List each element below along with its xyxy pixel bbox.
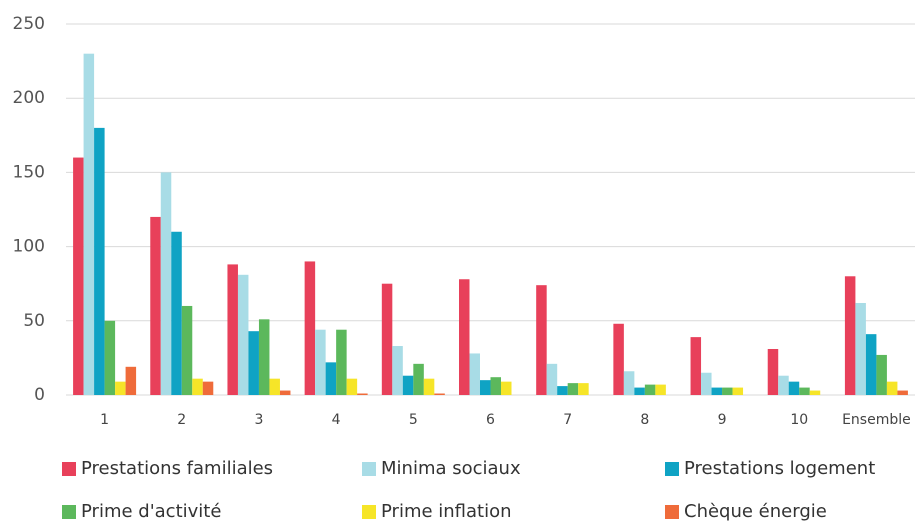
bar (469, 353, 480, 395)
bar (83, 53, 95, 396)
bar (490, 377, 501, 395)
bar (125, 366, 137, 395)
bar (181, 305, 193, 395)
x-tick-label: 3 (254, 412, 263, 428)
bar (634, 387, 645, 395)
bar (115, 381, 126, 395)
bar (392, 346, 403, 395)
bar (346, 378, 358, 395)
bar (722, 387, 733, 395)
bar (711, 387, 723, 395)
bar (690, 337, 702, 395)
bar (701, 372, 712, 395)
bar (237, 274, 249, 395)
legend-swatch (665, 462, 679, 476)
bar (865, 334, 877, 395)
legend-label: Minima sociaux (381, 458, 521, 479)
x-tick-label: 7 (563, 412, 572, 428)
bar (578, 383, 589, 395)
bar (778, 375, 789, 395)
bar (613, 323, 624, 395)
bar (480, 380, 491, 395)
bar (104, 320, 116, 395)
x-tick-label: Ensemble (842, 412, 911, 428)
x-tick-label: 2 (177, 412, 186, 428)
y-tick-label: 200 (13, 88, 45, 108)
bar (192, 378, 203, 395)
legend-swatch (62, 462, 76, 476)
y-tick-label: 100 (13, 237, 45, 257)
y-tick-label: 150 (13, 162, 45, 182)
bar (434, 393, 445, 395)
x-tick-label: 6 (486, 412, 495, 428)
bar (799, 387, 810, 395)
bar (315, 329, 326, 395)
bar (876, 354, 887, 395)
legend-label: Prestations logement (684, 458, 875, 479)
bar (73, 157, 84, 395)
bar (644, 384, 656, 395)
x-tick-label: 8 (640, 412, 649, 428)
bar (459, 279, 470, 395)
x-tick-label: 4 (332, 412, 341, 428)
bar (171, 231, 182, 395)
bar (423, 378, 435, 395)
bar (623, 371, 635, 395)
bar (788, 381, 800, 395)
bar (202, 381, 214, 395)
y-tick-label: 50 (23, 311, 45, 331)
bar (732, 387, 744, 395)
y-tick-label: 250 (13, 14, 45, 34)
bar (336, 329, 347, 395)
bar (546, 363, 558, 395)
bar (844, 276, 856, 395)
bar (269, 378, 280, 395)
bar (258, 319, 270, 395)
legend-swatch (62, 505, 76, 519)
bar (767, 348, 779, 395)
bar (413, 363, 424, 395)
x-tick-label: 1 (100, 412, 109, 428)
bar (381, 283, 393, 395)
legend-swatch (362, 505, 376, 519)
y-tick-label: 0 (34, 385, 45, 405)
bar (304, 261, 316, 395)
bar (567, 383, 579, 395)
bar (402, 375, 414, 395)
legend-label: Prime inflation (381, 501, 512, 521)
x-tick-label: 10 (790, 412, 808, 428)
bar (160, 172, 172, 395)
bar (279, 390, 291, 395)
bar (536, 285, 547, 395)
legend-label: Chèque énergie (684, 501, 827, 521)
bar (557, 386, 568, 395)
bar (150, 216, 161, 395)
bar (357, 393, 368, 395)
bar (501, 381, 512, 395)
bar (655, 384, 666, 395)
legend-label: Prime d'activité (81, 501, 221, 521)
bar (248, 331, 259, 395)
bar (855, 302, 866, 395)
legend-swatch (362, 462, 376, 476)
bar (809, 390, 821, 395)
bar (325, 362, 337, 395)
x-tick-label: 5 (409, 412, 418, 428)
legend-label: Prestations familiales (81, 458, 273, 479)
bar (897, 390, 908, 395)
legend-swatch (665, 505, 679, 519)
x-tick-label: 9 (718, 412, 727, 428)
bar (94, 127, 105, 395)
bar (886, 381, 898, 395)
bar (227, 264, 238, 395)
